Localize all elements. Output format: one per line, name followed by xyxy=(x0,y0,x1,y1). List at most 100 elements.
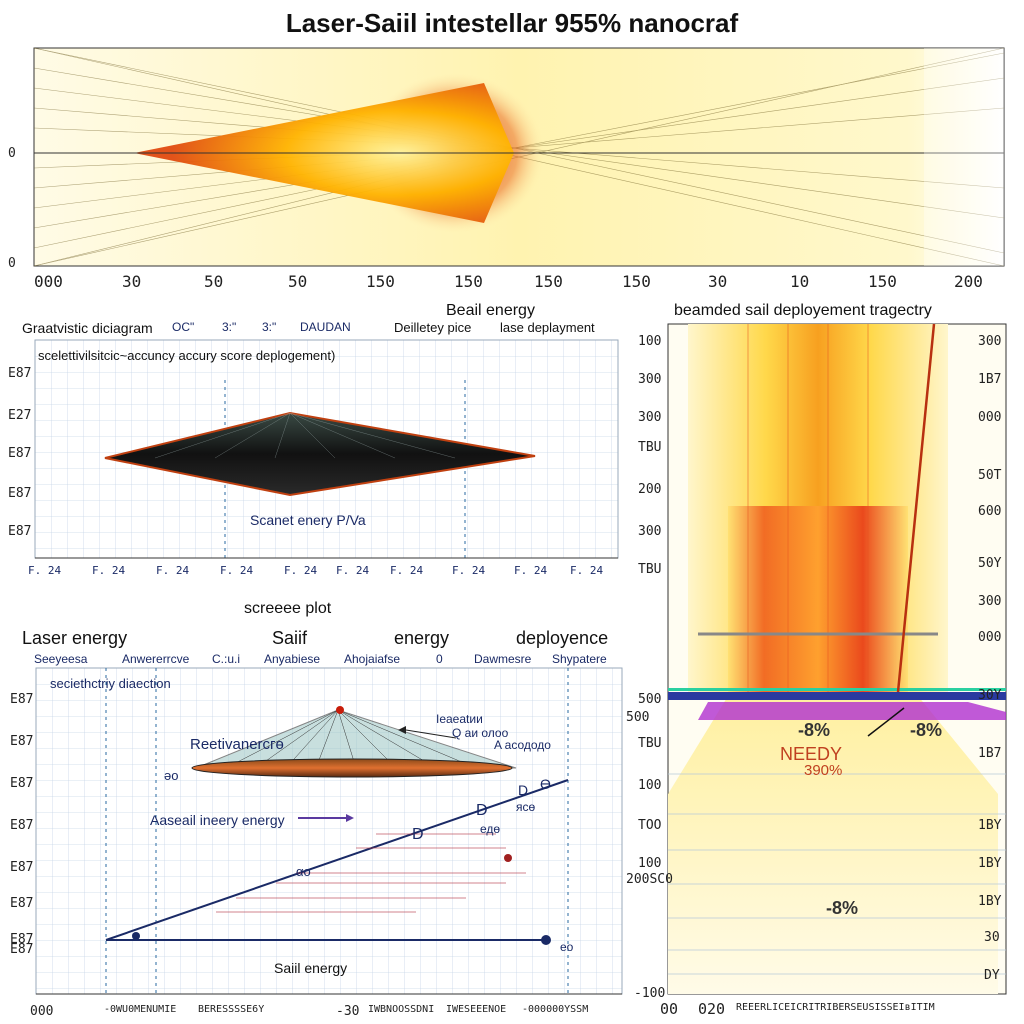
top-plot: 0 0 000 30 50 50 150 150 150 150 30 10 1… xyxy=(8,38,1014,300)
right-pct390-label: 390% xyxy=(804,762,843,779)
right-needy-label: NEEDY xyxy=(780,744,843,764)
mid-y-tick: E87 xyxy=(8,446,32,461)
annotation-alpha: αо xyxy=(296,864,311,879)
bottom-sub-header: Anyabiese xyxy=(264,652,321,666)
mid-grid-plot xyxy=(34,339,619,559)
mid-x-tick: F. 24 xyxy=(28,564,62,577)
bottom-sub-header: Shypatere xyxy=(552,652,607,666)
top-y-tick: 0 xyxy=(8,146,16,161)
annotation-sail-energy: Saiil energy xyxy=(274,960,348,976)
right-right-tick: 1BY xyxy=(978,894,1002,909)
mid-y-tick: E87 xyxy=(8,524,32,539)
right-right-tick: 600 xyxy=(978,504,1002,519)
bottom-header: energy xyxy=(394,628,450,648)
right-pct-label: -8% xyxy=(910,720,943,740)
annotation-eoe: едө xyxy=(480,822,501,836)
top-x-tick: 50 xyxy=(288,272,308,291)
annotation-assail: Aaseail ineery energy xyxy=(150,812,285,828)
bottom-sub-header: C.:u.i xyxy=(212,652,241,666)
right-right-tick: 50Y xyxy=(978,556,1002,571)
right-left-tick: TBU xyxy=(638,562,662,577)
bottom-sub-header: 0 xyxy=(436,652,443,666)
right-right-tick: 300 xyxy=(978,594,1002,609)
annotation-eoo: ео xyxy=(560,940,574,954)
right-left-tick: 100 xyxy=(638,856,662,871)
mid-x-tick: F. 24 xyxy=(514,564,548,577)
bottom-header: Laser energy xyxy=(22,628,128,648)
mid-x-tick: F. 24 xyxy=(390,564,424,577)
annotation-d: D xyxy=(476,802,488,819)
bottom-y-tick: E87 xyxy=(10,734,34,749)
bottom-header: Saiif xyxy=(272,628,308,648)
right-right-tick: DY xyxy=(984,968,1000,983)
top-x-tick: 150 xyxy=(534,272,563,291)
mid-x-tick: F. 24 xyxy=(284,564,318,577)
bottom-grid-plot xyxy=(35,667,623,995)
top-x-tick: 30 xyxy=(122,272,142,291)
annotation-d: Ө xyxy=(540,776,551,792)
top-x-tick: 150 xyxy=(868,272,897,291)
mid-header-item: Deilletey pice xyxy=(394,320,472,335)
right-x-tick: 020 xyxy=(698,1000,726,1018)
bottom-x-tick: -0WU0MENUMIE xyxy=(104,1004,177,1015)
annotation-rso: ясө xyxy=(516,800,536,814)
right-right-tick: 1B7 xyxy=(978,746,1002,761)
mid-x-tick: F. 24 xyxy=(220,564,254,577)
bottom-header: deployence xyxy=(516,628,609,648)
right-right-tick: 1B7 xyxy=(978,372,1002,387)
mid-header-item: 3:" xyxy=(222,320,237,334)
mid-header-item: lase deplayment xyxy=(500,320,595,335)
right-left-tick: 500 xyxy=(626,710,650,725)
mid-y-tick: E27 xyxy=(8,408,32,423)
bottom-title: seciethctriy diaection xyxy=(50,676,171,691)
annotation-d: D xyxy=(412,826,424,843)
top-beam-graphic xyxy=(33,47,1005,267)
bottom-x-tick: IWESEEENOE xyxy=(446,1004,507,1015)
right-right-tick: 1BY xyxy=(978,856,1002,871)
right-right-tick: 300 xyxy=(978,334,1002,349)
top-x-tick: 150 xyxy=(454,272,483,291)
bottom-y-tick: E87 xyxy=(10,942,34,957)
right-left-tick: TBU xyxy=(638,440,662,455)
mid-header-item: Graatvistic diciagram xyxy=(22,320,153,336)
bottom-sub-header: Anwererrcve xyxy=(122,652,190,666)
annotation-reactivance: Reetivanercгө xyxy=(190,736,284,753)
mid-center-label: Scanet enery P/Va xyxy=(250,512,366,528)
right-left-tick: 300 xyxy=(638,410,662,425)
mid-header-item: OC" xyxy=(172,320,195,334)
right-x-tick: REEERLICEIСRITRIBERSEUSISSEIвITIM xyxy=(736,1002,935,1013)
right-title: beamded sail deployement tragectry xyxy=(674,302,932,319)
right-left-tick: 100 xyxy=(638,778,662,793)
right-right-tick: 30 xyxy=(984,930,1000,945)
top-x-tick: 150 xyxy=(366,272,395,291)
right-left-tick: TOO xyxy=(638,818,662,833)
mid-left-panel: Graatvistic diciagram OC" 3:" 3:" DAUDAN… xyxy=(0,318,630,618)
bottom-y-tick: E87 xyxy=(10,692,34,707)
annotation-eaeent: Ieaeatии xyxy=(436,712,483,726)
mid-subtitle: scelettivilsitcic~accuncy accury score d… xyxy=(38,348,336,363)
mid-y-tick: E87 xyxy=(8,486,32,501)
annotation-d: D xyxy=(518,782,529,798)
right-left-tick: 100 xyxy=(638,334,662,349)
right-right-tick: 000 xyxy=(978,410,1002,425)
bottom-x-tick: BERESSSSE6Y xyxy=(198,1004,265,1015)
bottom-y-tick: E87 xyxy=(10,932,34,947)
annotation-q: Q аи олоо xyxy=(452,726,509,740)
right-pct-label: -8% xyxy=(798,720,831,740)
right-left-tick: -100 xyxy=(634,986,666,1001)
bottom-x-tick: -000000YSSM xyxy=(522,1004,589,1015)
bottom-sub-header: Dawmesre xyxy=(474,652,532,666)
right-pct-label: -8% xyxy=(826,898,859,918)
right-left-tick: 500 xyxy=(638,692,662,707)
right-trajectory-plot xyxy=(667,323,1007,995)
right-panel: beamded sail deployement tragectry xyxy=(626,300,1024,1024)
bottom-x-tick: IWBNOOSSDNI xyxy=(368,1004,435,1015)
right-left-tick: 200 xyxy=(638,482,662,497)
top-x-tick: 30 xyxy=(708,272,728,291)
mid-header-item: 3:" xyxy=(262,320,277,334)
bottom-left-panel: Laser energy Saiif energy deployence See… xyxy=(0,626,630,1024)
right-left-tick: 200SC0 xyxy=(626,872,673,887)
bottom-y-tick: E87 xyxy=(10,860,34,875)
top-x-tick: 150 xyxy=(622,272,651,291)
right-right-tick: 1BY xyxy=(978,818,1002,833)
